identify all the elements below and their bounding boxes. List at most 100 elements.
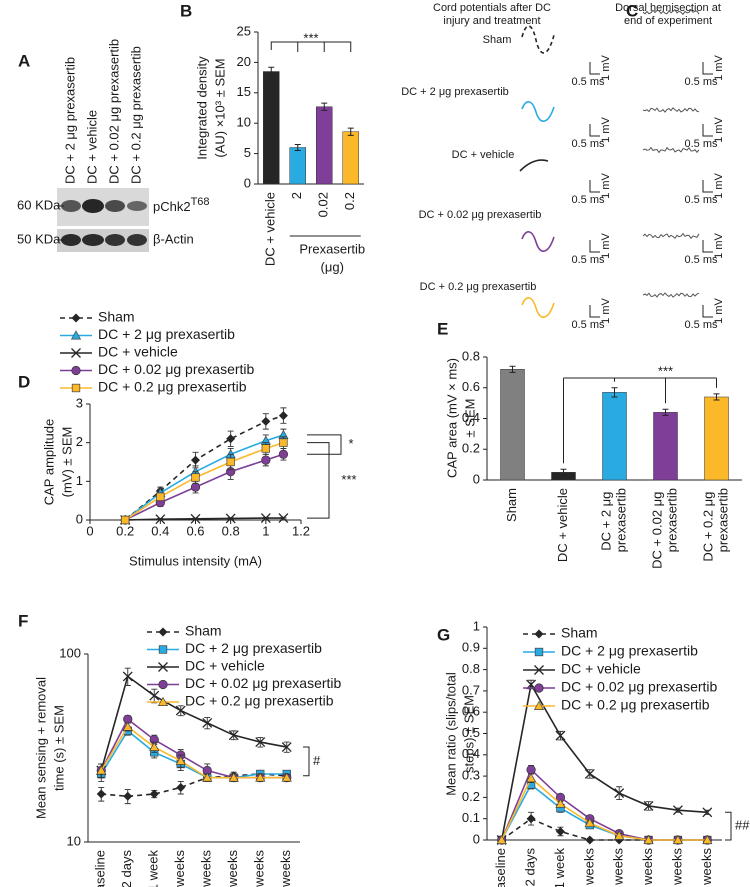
time-scale-label: 0.5 ms bbox=[684, 319, 718, 331]
marker bbox=[526, 765, 536, 775]
x-tick-label: 2 weeks bbox=[581, 848, 596, 887]
marker bbox=[122, 721, 133, 731]
protein-superscript: T68 bbox=[191, 196, 210, 208]
blot-band bbox=[105, 200, 125, 212]
marker bbox=[226, 457, 235, 467]
marker bbox=[157, 696, 169, 706]
scale-bar bbox=[702, 124, 713, 137]
blot-size-label: 50 KDa bbox=[17, 231, 61, 246]
marker bbox=[158, 662, 168, 672]
y-axis-label: (mV) ± SEM bbox=[59, 427, 74, 498]
marker bbox=[255, 772, 266, 782]
y-axis-label: CAP amplitude bbox=[41, 419, 56, 505]
y-tick-label: 5 bbox=[244, 145, 251, 160]
marker bbox=[278, 449, 289, 459]
legend-label: DC + vehicle bbox=[561, 661, 641, 677]
potential-trace bbox=[521, 231, 555, 252]
error-bar bbox=[268, 66, 275, 77]
marker bbox=[120, 515, 130, 525]
scale-bar bbox=[589, 305, 600, 318]
label-line: DC + 2 μg bbox=[599, 488, 614, 551]
marker bbox=[279, 438, 288, 447]
y-tick-label: 0 bbox=[244, 175, 251, 190]
panel-letter: C bbox=[626, 1, 638, 20]
time-scale-label: 0.5 ms bbox=[571, 254, 605, 266]
voltage-scale-label: 1 mV bbox=[713, 55, 725, 81]
blot-band bbox=[82, 199, 104, 213]
time-scale-label: 0.5 ms bbox=[571, 76, 605, 88]
scale-bar bbox=[702, 180, 713, 193]
potential-trace bbox=[521, 101, 555, 122]
potential-trace bbox=[521, 297, 555, 318]
y-tick-label: 0.4 bbox=[462, 410, 480, 425]
legend-label: DC + 2 μg prexasertib bbox=[561, 643, 698, 659]
y-axis-label: CAP area (mV × ms) bbox=[444, 358, 459, 478]
y-axis-label: Integrated density bbox=[194, 56, 209, 160]
marker bbox=[175, 705, 186, 716]
y-tick-label: 1 bbox=[76, 473, 83, 488]
time-scale-label: 0.5 ms bbox=[684, 254, 718, 266]
legend-label: DC + 0.2 μg prexasertib bbox=[98, 379, 247, 395]
y-tick-label: 25 bbox=[237, 23, 251, 38]
y-tick-label: 10 bbox=[237, 115, 251, 130]
y-tick-label: 0.6 bbox=[462, 379, 480, 394]
legend-label: DC + 2 μg prexasertib bbox=[98, 326, 235, 342]
marker bbox=[190, 482, 201, 492]
trace-group-label: DC + vehicle bbox=[452, 149, 515, 161]
series-line bbox=[125, 517, 284, 521]
marker bbox=[122, 671, 133, 682]
marker bbox=[533, 700, 545, 710]
marker bbox=[255, 737, 266, 748]
y-tick-label: 0.9 bbox=[462, 640, 480, 655]
voltage-scale-label: 1 mV bbox=[713, 117, 725, 143]
scale-bar bbox=[702, 305, 713, 318]
series-line bbox=[100, 729, 287, 779]
x-tick-label: 5 weeks bbox=[669, 848, 684, 887]
x-tick-label: Baseline bbox=[93, 850, 108, 887]
blot-column-label: DC + 2 μg prexasertib bbox=[62, 57, 77, 184]
y-tick-label: 0.2 bbox=[462, 789, 480, 804]
marker bbox=[526, 814, 536, 824]
significance-label: * bbox=[348, 436, 353, 451]
x-tick-label: 1 bbox=[262, 523, 269, 538]
legend-label: Sham bbox=[98, 309, 135, 325]
bar bbox=[316, 106, 333, 185]
x-tick-label: 2 weeks bbox=[172, 850, 187, 887]
marker bbox=[261, 455, 271, 465]
x-tick-label: 3 weeks bbox=[611, 848, 626, 887]
y-tick-label: 0 bbox=[473, 471, 480, 486]
x-tick-label: 0.2 bbox=[342, 192, 357, 210]
marker bbox=[672, 805, 683, 816]
y-axis-label: steps) ± SEM bbox=[461, 695, 476, 773]
significance-bracket bbox=[303, 746, 310, 777]
y-tick-label: 0.8 bbox=[462, 348, 480, 363]
marker bbox=[191, 473, 200, 482]
legend-label: DC + 0.2 μg prexasertib bbox=[185, 693, 334, 709]
error-bar bbox=[347, 127, 354, 136]
y-tick-label: 0.7 bbox=[462, 682, 480, 697]
marker bbox=[584, 769, 595, 779]
time-scale-label: 0.5 ms bbox=[684, 138, 718, 150]
x-tick-label: 1 week bbox=[146, 850, 161, 887]
hemisection-trace bbox=[642, 292, 700, 298]
x-tick-label: 4 weeks bbox=[640, 848, 655, 887]
marker bbox=[149, 789, 159, 799]
trace-group-label: DC + 0.02 μg prexasertib bbox=[419, 209, 542, 221]
voltage-scale-label: 1 mV bbox=[713, 233, 725, 259]
marker bbox=[158, 645, 168, 654]
blot-protein-label: pChk2T68 bbox=[153, 196, 210, 215]
series-line bbox=[500, 776, 708, 841]
series-line bbox=[100, 675, 287, 771]
significance-label: ## bbox=[735, 818, 750, 833]
marker bbox=[702, 807, 713, 818]
error-bar bbox=[611, 387, 618, 398]
y-axis-label: Mean ratio (slips/total bbox=[443, 672, 458, 796]
time-scale-label: 0.5 ms bbox=[684, 76, 718, 88]
marker bbox=[71, 383, 81, 393]
marker bbox=[260, 513, 271, 524]
x-tick-label: 4 weeks bbox=[225, 850, 240, 887]
trace-header: injury and treatment bbox=[443, 15, 540, 27]
trace-header: end of experiment bbox=[624, 15, 712, 27]
protein-name: pChk2 bbox=[153, 199, 191, 214]
